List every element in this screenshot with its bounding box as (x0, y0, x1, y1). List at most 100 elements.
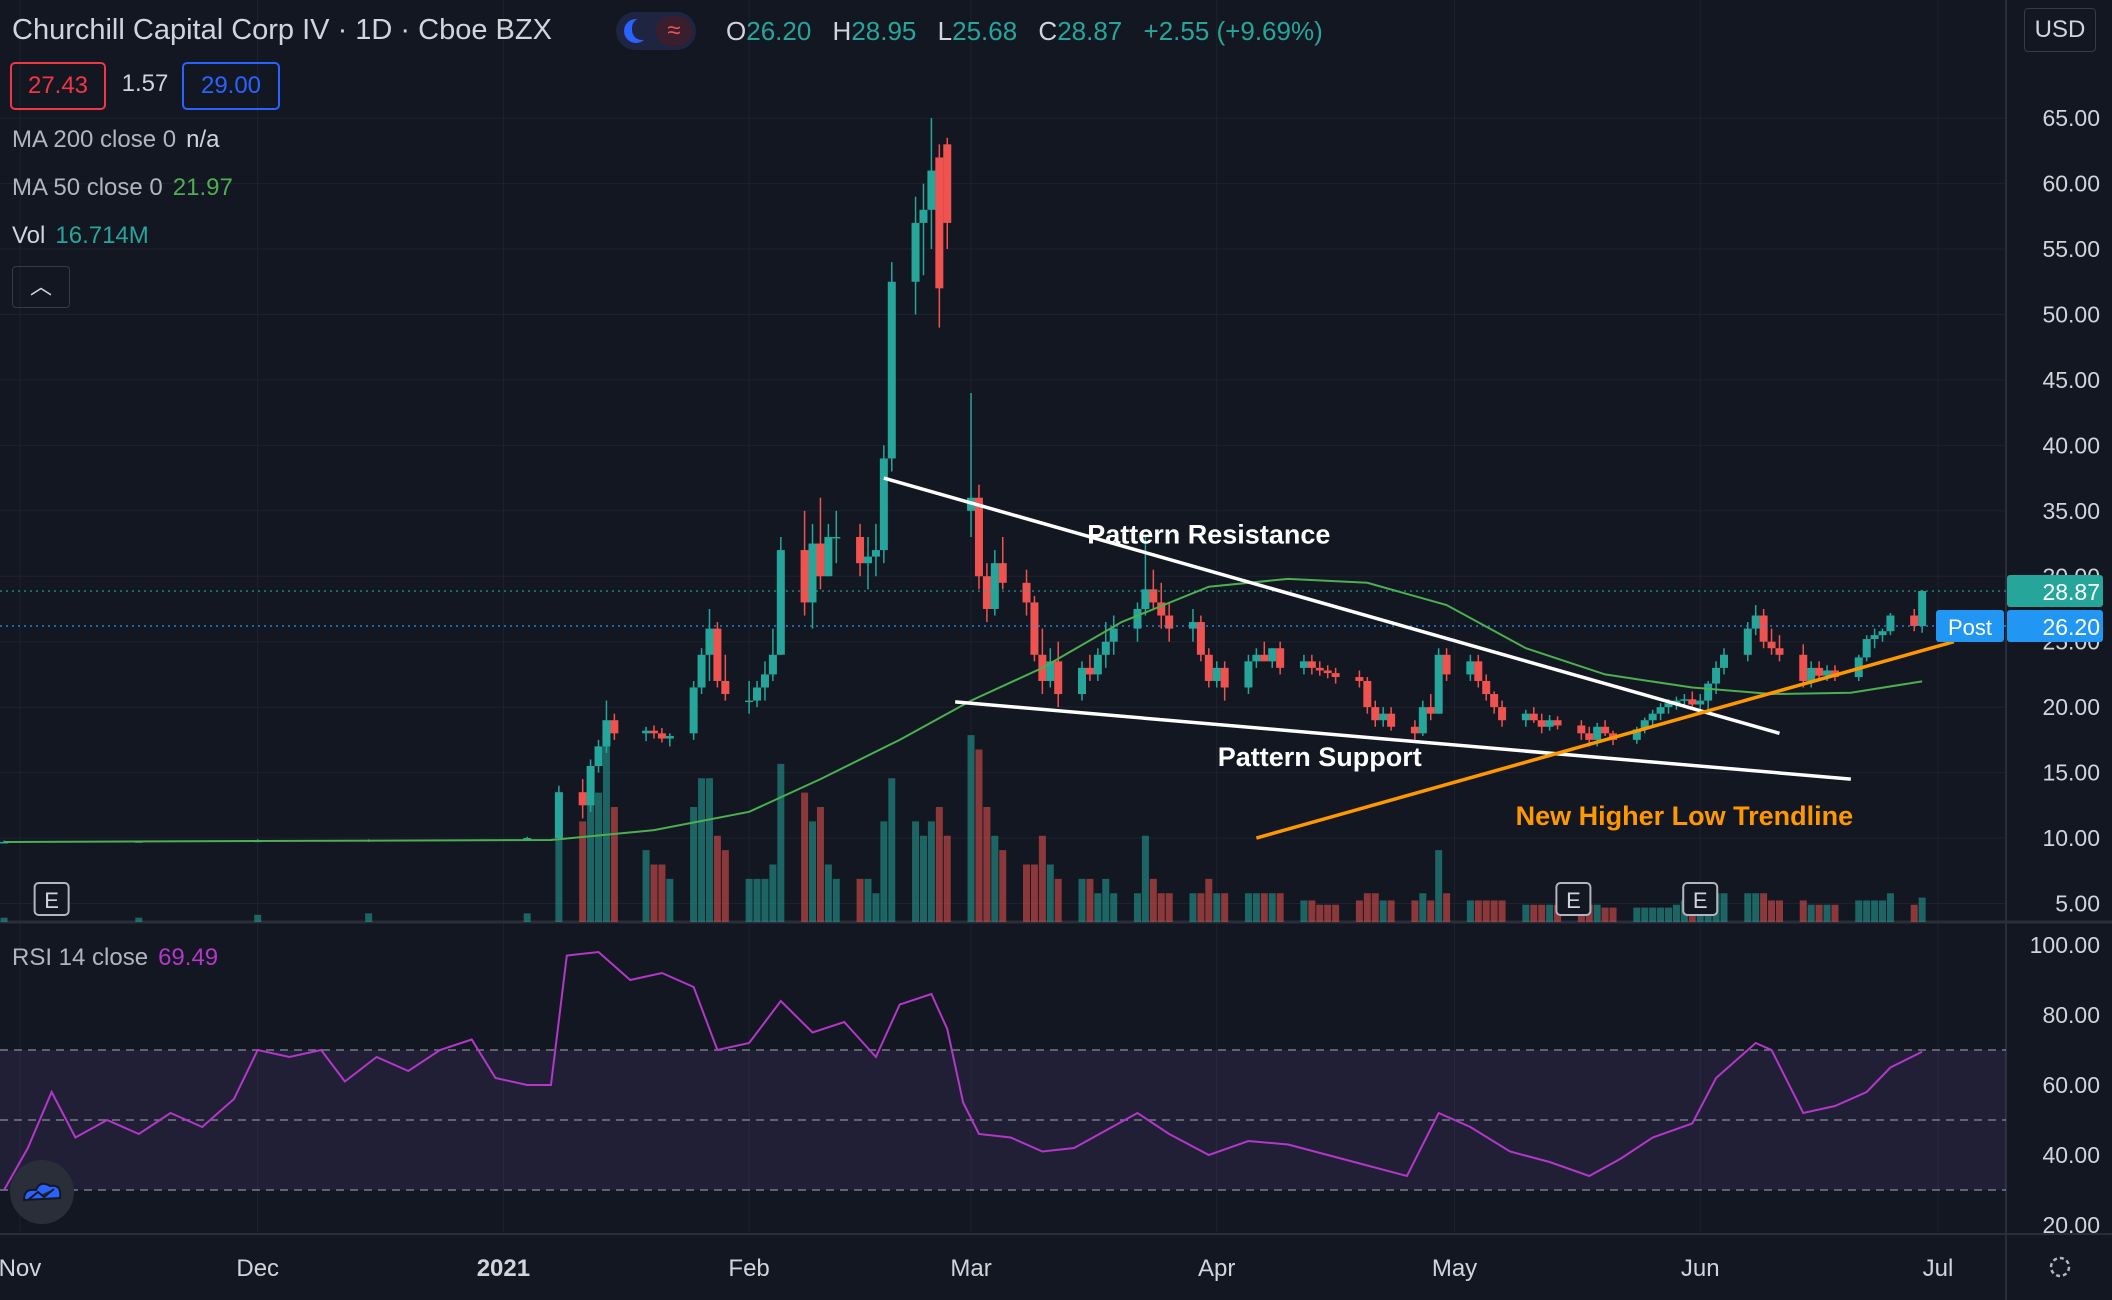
rsi-band (0, 1049, 2006, 1191)
time-tick-label: Mar (950, 1255, 991, 1282)
volume-bar (1157, 893, 1165, 922)
candle-body (1537, 720, 1546, 727)
volume-bar (1141, 835, 1149, 922)
volume-bar (135, 917, 143, 922)
volume-bar (975, 749, 983, 922)
volume-bar (1094, 893, 1102, 922)
volume-bar (1593, 904, 1601, 922)
volume-bar (1807, 904, 1815, 922)
volume-bar (1601, 907, 1609, 922)
candle-body (1165, 615, 1174, 629)
rsi-value: 69.49 (158, 944, 219, 971)
volume-bar (872, 893, 880, 922)
ohlc-open: 26.20 (746, 16, 812, 46)
price-tick-label: 5.00 (2055, 890, 2100, 916)
volume-bar (888, 778, 896, 922)
candle-body (1680, 699, 1689, 701)
candle-body (1474, 661, 1483, 681)
volume-bar (1133, 893, 1141, 922)
volume-bar (753, 878, 761, 922)
candle-body (1823, 670, 1832, 676)
candle-body (689, 687, 698, 734)
candle-body (808, 543, 817, 603)
candle-body (943, 144, 952, 223)
price-label-box (2007, 575, 2103, 608)
candle-body (1418, 707, 1427, 734)
candle-body (990, 563, 999, 609)
ohlc-high: 28.95 (851, 16, 917, 46)
rsi-tick-label: 60.00 (2042, 1072, 2100, 1098)
volume-bar (1443, 893, 1451, 922)
candle-body (974, 497, 983, 577)
candle-body (856, 536, 865, 564)
volume-legend[interactable]: Vol 16.714M (12, 222, 149, 250)
currency-button[interactable]: USD (2024, 8, 2096, 52)
candle-body (1268, 648, 1277, 662)
volume-bar (1165, 893, 1173, 922)
candle-body (1355, 677, 1364, 681)
candle-body (998, 563, 1007, 583)
sell-button[interactable]: 27.43 (10, 62, 106, 110)
buy-button[interactable]: 29.00 (182, 62, 280, 110)
resistance-trendline (883, 476, 1780, 735)
price-tick-label: 40.00 (2042, 432, 2100, 458)
chart-title: Churchill Capital Corp IV · 1D · Cboe BZ… (12, 14, 552, 46)
candle-body (1379, 713, 1388, 721)
candle-body (721, 680, 730, 695)
wave-icon: ≈ (656, 16, 692, 46)
ma50-line (0, 577, 2006, 843)
candle-body (1315, 667, 1324, 671)
volume-value: 16.714M (55, 222, 149, 249)
volume-bar (1411, 900, 1419, 922)
volume-bar (745, 878, 753, 922)
candle-body (1712, 667, 1721, 684)
volume-bar (1466, 900, 1474, 922)
volume-bar (1379, 900, 1387, 922)
annotation-label: New Higher Low Trendline (1516, 801, 1854, 831)
ma200-legend[interactable]: MA 200 close 0 n/a (12, 126, 219, 154)
session-toggle[interactable]: ≈ (616, 12, 696, 50)
price-label-text: 26.20 (2042, 614, 2100, 640)
time-tick-label: Nov (0, 1255, 41, 1282)
price-tick-label: 65.00 (2042, 105, 2100, 131)
tradingview-logo[interactable] (10, 1160, 74, 1224)
candle-body (1054, 661, 1063, 695)
candle-body (1696, 700, 1705, 705)
volume-bar (991, 835, 999, 922)
candle-body (523, 838, 532, 840)
candle-body (800, 550, 809, 603)
candle-body (1331, 673, 1340, 678)
candle-body (935, 157, 944, 289)
volume-bar (1720, 893, 1728, 922)
candle-body (1204, 654, 1213, 681)
volume-bar (1435, 850, 1443, 922)
volume-bar (935, 807, 943, 922)
candle-body (760, 674, 769, 688)
volume-bar (1308, 900, 1316, 922)
candle-body (745, 700, 754, 703)
ma50-legend[interactable]: MA 50 close 0 21.97 (12, 174, 233, 202)
post-tag-text: Post (1948, 615, 1992, 640)
candle-body (650, 730, 658, 734)
volume-bar (1799, 900, 1807, 922)
candle-body (1545, 720, 1554, 727)
volume-bar (1038, 835, 1046, 922)
volume-bar (1268, 893, 1276, 922)
candle-body (1260, 654, 1269, 662)
candle-body (1434, 654, 1443, 714)
volume-bar (1110, 893, 1118, 922)
volume-bar (1609, 907, 1617, 922)
volume-bar (690, 807, 698, 922)
volume-bar (1871, 900, 1879, 922)
rsi-tick-label: 40.00 (2042, 1142, 2100, 1168)
rsi-legend[interactable]: RSI 14 close 69.49 (12, 944, 218, 972)
volume-bar (1641, 907, 1649, 922)
earnings-marker-label: E (1693, 888, 1708, 913)
candle-body (1640, 720, 1649, 730)
collapse-legend-button[interactable]: ︿ (12, 266, 70, 308)
candle-body (1212, 667, 1221, 681)
volume-bar (1863, 900, 1871, 922)
volume-bar (1427, 900, 1435, 922)
candle-body (1688, 699, 1697, 705)
